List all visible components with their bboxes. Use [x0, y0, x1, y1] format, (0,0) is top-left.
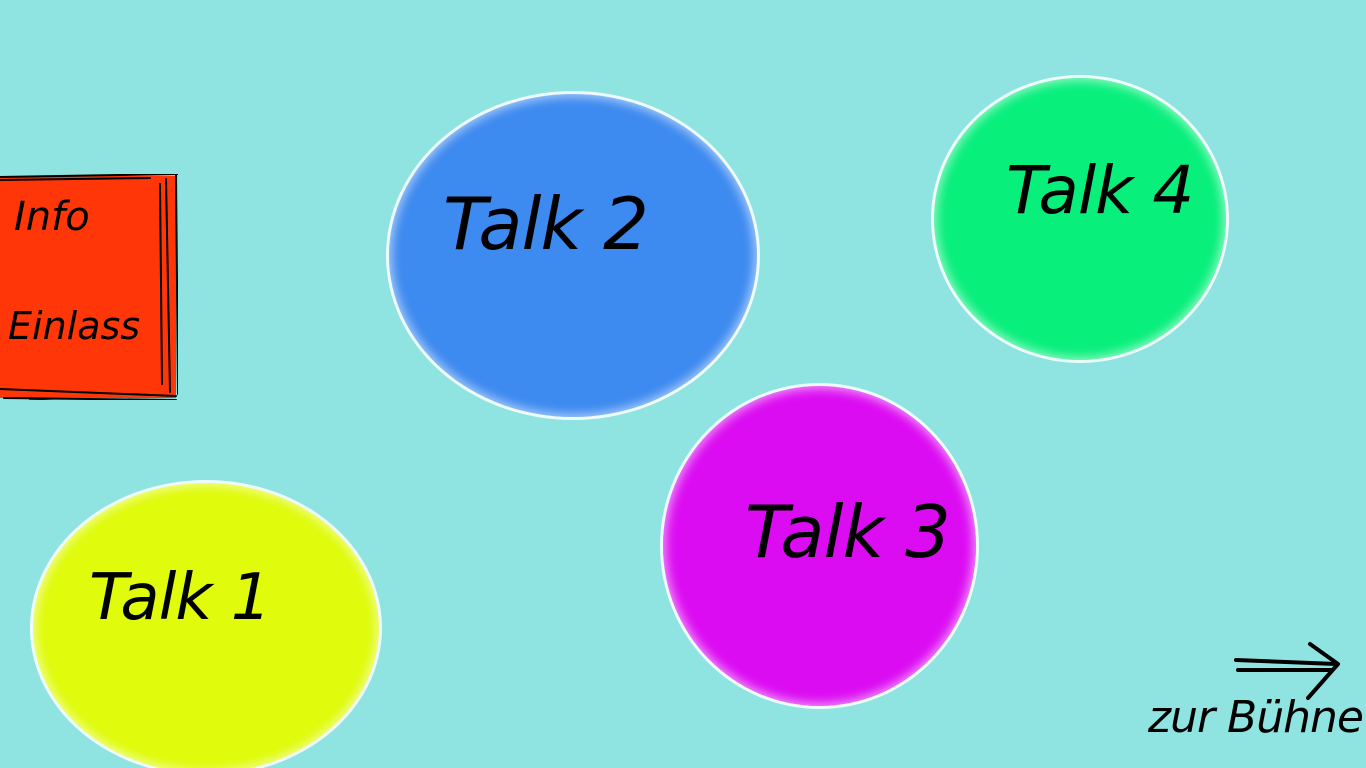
- talk-1-label: Talk 1: [89, 561, 271, 635]
- talk-4-room[interactable]: Talk 4: [934, 78, 1226, 360]
- zur-buehne-link[interactable]: zur Bühne: [1140, 636, 1364, 762]
- talk-3-room[interactable]: Talk 3: [663, 386, 976, 706]
- talk-3-label: Talk 3: [745, 490, 951, 574]
- arrow-right-icon: [1234, 642, 1340, 700]
- info-box-sketch: [0, 174, 178, 400]
- talk-4-label: Talk 4: [1006, 152, 1194, 229]
- info-einlass-button[interactable]: Info Einlass: [0, 174, 178, 400]
- talk-2-room[interactable]: Talk 2: [389, 94, 757, 417]
- talk-2-label: Talk 2: [443, 182, 649, 266]
- zur-buehne-label: zur Bühne: [1148, 692, 1364, 743]
- einlass-label: Einlass: [8, 304, 141, 348]
- info-label: Info: [14, 194, 90, 240]
- talk-1-room[interactable]: Talk 1: [33, 483, 379, 768]
